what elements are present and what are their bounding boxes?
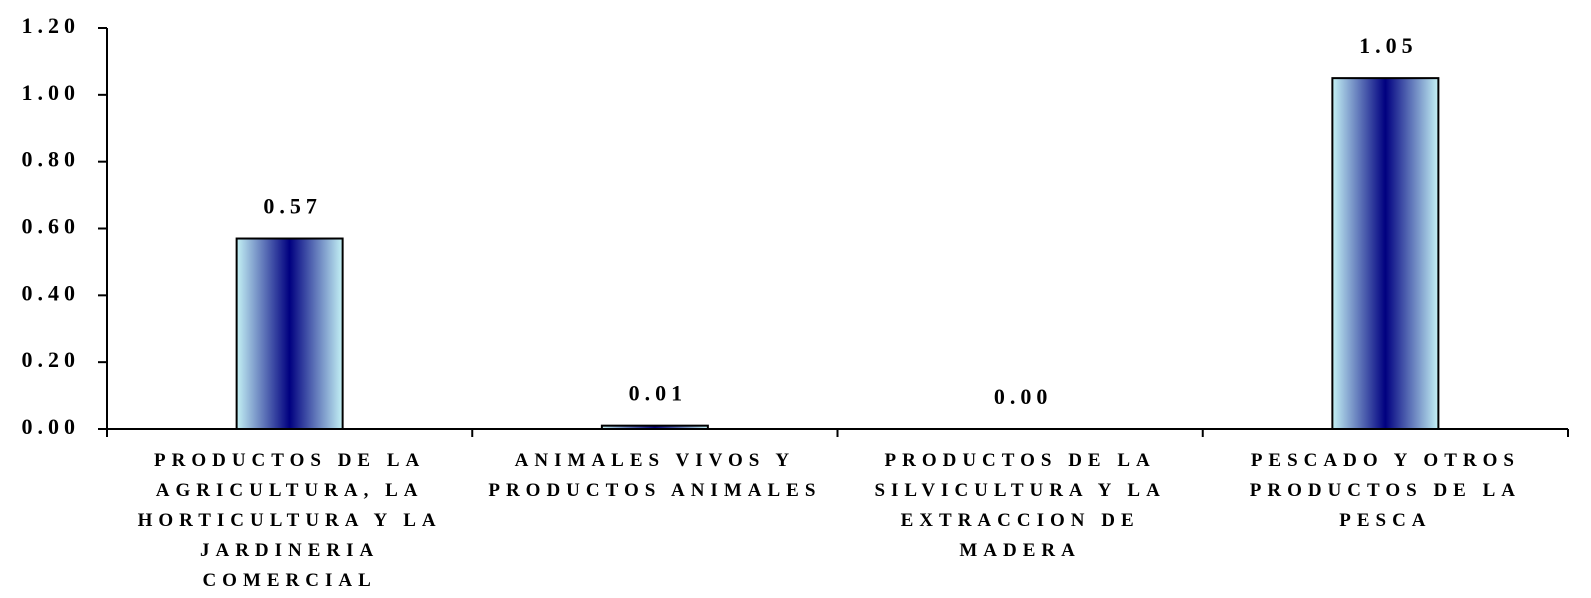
- value-label: 0.00: [994, 384, 1053, 409]
- value-label: 0.57: [263, 194, 322, 219]
- x-tick-label: PRODUCTOS DE LA AGRICULTURA, LA HORTICUL…: [137, 450, 442, 591]
- x-tick-label: PESCADO Y OTROS PRODUCTOS DE LA PESCA: [1249, 450, 1521, 531]
- bar: [600, 424, 709, 430]
- y-tick-label: 0.00: [22, 414, 81, 439]
- value-label: 0.01: [629, 381, 688, 406]
- x-tick-label: ANIMALES VIVOS Y PRODUCTOS ANIMALES: [488, 450, 822, 501]
- y-tick-label: 0.20: [22, 347, 81, 372]
- y-tick-label: 0.60: [22, 214, 81, 239]
- value-label: 1.05: [1359, 33, 1418, 58]
- bar: [235, 237, 344, 430]
- y-tick-label: 1.20: [22, 13, 81, 38]
- y-tick-label: 0.80: [22, 147, 81, 172]
- y-tick-label: 0.40: [22, 280, 81, 305]
- x-tick-label: PRODUCTOS DE LA SILVICULTURA Y LA EXTRAC…: [874, 450, 1166, 561]
- y-tick-label: 1.00: [22, 80, 81, 105]
- bar: [1331, 77, 1440, 430]
